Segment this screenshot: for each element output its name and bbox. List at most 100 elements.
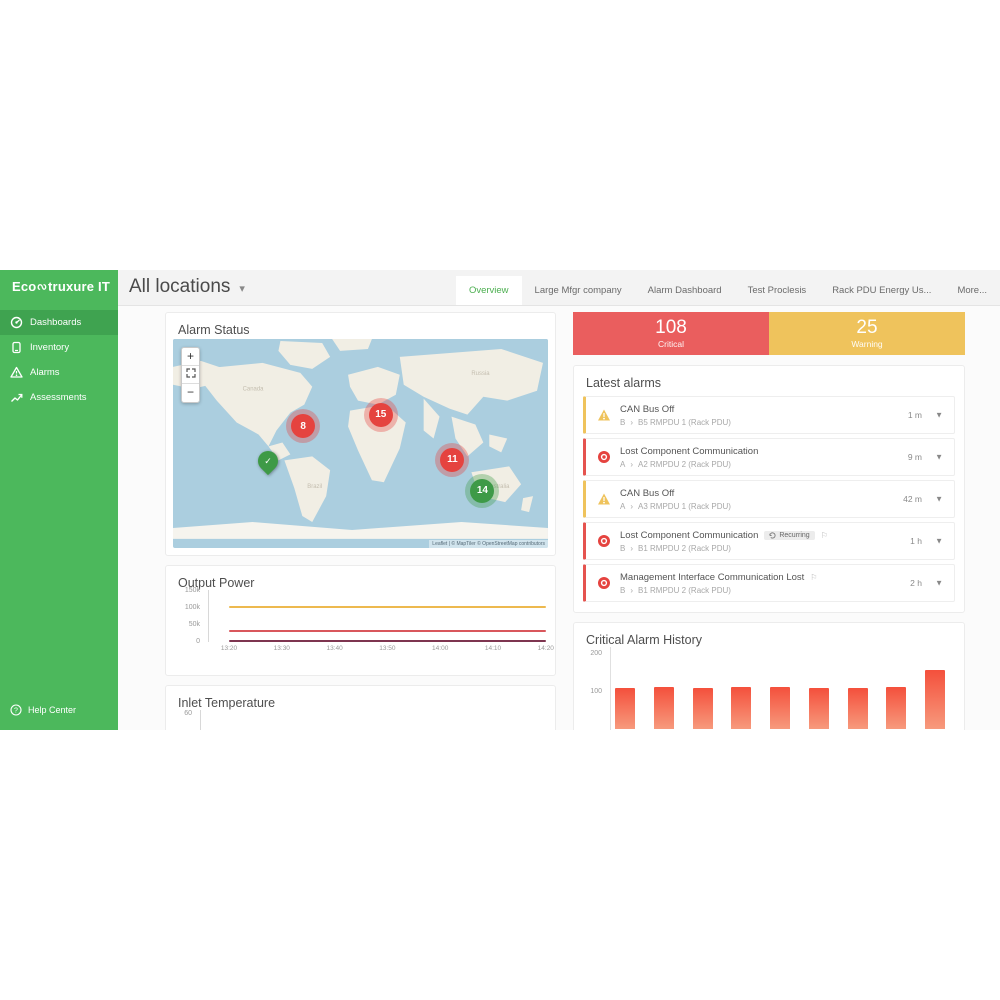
x-tick-label: 13:30 [273, 645, 290, 652]
world-map[interactable]: Canada Russia Brazil Australia 8 15 11 14 ✓ … [173, 339, 548, 548]
help-center-link[interactable]: ? Help Center [0, 698, 118, 722]
ok-cluster-marker[interactable]: 14 [470, 478, 495, 503]
y-axis-line [610, 647, 611, 730]
alarm-location: A › A2 RMPDU 2 (Rack PDU) [620, 460, 908, 469]
output-power-plot [208, 590, 548, 643]
sidebar-item-dashboards[interactable]: Dashboards [0, 310, 118, 335]
alarm-row[interactable]: Management Interface Communication Lost … [583, 564, 955, 602]
top-header: All locations ▾ Overview Large Mfgr comp… [118, 270, 1000, 306]
alarm-row[interactable]: CAN Bus Off A › A3 RMPDU 1 (Rack PDU) 42… [583, 480, 955, 518]
history-bar [615, 687, 635, 729]
map-fullscreen-button[interactable] [182, 366, 199, 384]
world-map-graphic: Canada Russia Brazil Australia [173, 339, 548, 539]
y-tick-label: 50k [188, 621, 200, 628]
sidebar-item-label: Assessments [30, 392, 87, 403]
tab-label: Test Proclesis [747, 285, 807, 296]
card-title: Output Power [178, 576, 255, 590]
sidebar-item-label: Dashboards [30, 317, 82, 328]
chevron-down-icon[interactable]: ▼ [935, 536, 943, 546]
alarm-row[interactable]: Lost Component Communication Recurring ⚐… [583, 522, 955, 560]
badge-label: Recurring [779, 531, 810, 539]
alarm-age: 42 m [903, 494, 922, 504]
sidebar-item-inventory[interactable]: Inventory [0, 335, 118, 360]
tab-rack-pdu-energy[interactable]: Rack PDU Energy Us... [819, 276, 944, 305]
critical-alarm-bars [615, 647, 945, 729]
logo-text-post: truxure IT [48, 279, 110, 294]
alarm-text: Management Interface Communication Lost … [620, 572, 910, 595]
history-bar [847, 687, 868, 729]
alarm-age: 2 h [910, 578, 922, 588]
alarm-device: B1 RMPDU 2 (Rack PDU) [638, 585, 731, 595]
breadcrumb-separator: › [630, 585, 634, 595]
sidebar-item-alarms[interactable]: Alarms [0, 360, 118, 385]
warning-summary-banner[interactable]: 25 Warning [769, 312, 965, 355]
svg-text:Australia: Australia [486, 484, 510, 490]
alarm-location: B › B1 RMPDU 2 (Rack PDU) [620, 544, 910, 553]
refresh-icon [769, 531, 776, 538]
sidebar-item-label: Alarms [30, 367, 60, 378]
alarm-path: A [620, 459, 626, 469]
tab-large-mfgr-company[interactable]: Large Mfgr company [522, 276, 635, 305]
location-selector[interactable]: All locations ▾ [129, 276, 245, 298]
y-tick-label: 100k [184, 604, 200, 611]
tab-alarm-dashboard[interactable]: Alarm Dashboard [635, 276, 735, 305]
critical-cluster-marker[interactable]: 15 [368, 402, 393, 427]
alarm-title: CAN Bus Off [620, 487, 675, 499]
ok-location-pin[interactable]: ✓ [253, 446, 282, 476]
alarm-row[interactable]: CAN Bus Off B › B5 RMPDU 1 (Rack PDU) 1 … [583, 396, 955, 434]
breadcrumb-separator: › [630, 459, 634, 469]
tab-more[interactable]: More... [944, 276, 1000, 305]
breadcrumb-separator: › [630, 501, 634, 511]
critical-cluster-marker[interactable]: 8 [291, 414, 316, 439]
latest-alarms-card: Latest alarms CAN Bus Off B › B5 RMPDU 1… [573, 365, 965, 613]
alarm-status-card: Alarm Status [165, 312, 556, 556]
breadcrumb-separator: › [630, 543, 634, 553]
dashboard-tabs: Overview Large Mfgr company Alarm Dashbo… [455, 276, 1000, 305]
warning-count: 25 [856, 317, 878, 338]
y-tick-label: 100 [590, 688, 602, 695]
gauge-icon [10, 316, 23, 329]
app-logo: Eco truxure IT [0, 270, 118, 302]
x-tick-label: 14:00 [432, 645, 449, 652]
sidebar-item-assessments[interactable]: Assessments [0, 385, 118, 410]
chevron-down-icon[interactable]: ▼ [935, 410, 943, 420]
history-bar [653, 687, 674, 729]
alarm-age: 9 m [907, 452, 922, 462]
ecostruxure-it-app: Eco truxure IT Dashboards Inventory Alar… [0, 270, 1000, 730]
x-tick-label: 13:50 [379, 645, 396, 652]
map-attribution: Leaflet | © MapTiler © OpenStreetMap con… [429, 540, 548, 548]
chevron-down-icon[interactable]: ▼ [935, 494, 943, 504]
muted-bell-icon: ⚐ [820, 530, 828, 540]
chevron-down-icon[interactable]: ▼ [935, 452, 943, 462]
history-bar [770, 687, 790, 729]
alarm-path: B [620, 585, 626, 595]
critical-alarm-history-card: Critical Alarm History 200 100 [573, 622, 965, 730]
history-bar [886, 686, 907, 729]
critical-summary-banner[interactable]: 108 Critical [573, 312, 769, 355]
alarm-path: A [620, 501, 626, 511]
map-zoom-out-button[interactable]: − [182, 384, 199, 402]
logo-text-pre: Eco [12, 279, 37, 294]
chevron-down-icon[interactable]: ▼ [935, 578, 943, 588]
alarm-row[interactable]: Lost Component Communication A › A2 RMPD… [583, 438, 955, 476]
alarm-path: B [620, 417, 626, 427]
alarm-location: B › B5 RMPDU 1 (Rack PDU) [620, 418, 908, 427]
tab-overview[interactable]: Overview [455, 276, 522, 305]
alarm-device: B5 RMPDU 1 (Rack PDU) [638, 417, 731, 427]
x-tick-label: 13:40 [326, 645, 343, 652]
map-zoom-in-button[interactable]: + [182, 348, 199, 366]
warning-triangle-icon [10, 366, 23, 378]
tab-test-proclesis[interactable]: Test Proclesis [735, 276, 820, 305]
svg-text:Brazil: Brazil [307, 484, 322, 490]
card-title: Latest alarms [586, 376, 662, 390]
critical-count: 108 [655, 317, 687, 338]
series-line-upper-line [229, 606, 546, 609]
fullscreen-icon [185, 368, 196, 378]
alarm-text: CAN Bus Off B › B5 RMPDU 1 (Rack PDU) [620, 404, 908, 427]
alarm-location: B › B1 RMPDU 2 (Rack PDU) [620, 586, 910, 595]
alarm-path: B [620, 543, 626, 553]
critical-cluster-marker[interactable]: 11 [440, 447, 465, 472]
alarm-age: 1 h [910, 536, 922, 546]
breadcrumb-separator: › [630, 417, 634, 427]
y-tick-label: 200 [590, 650, 602, 657]
